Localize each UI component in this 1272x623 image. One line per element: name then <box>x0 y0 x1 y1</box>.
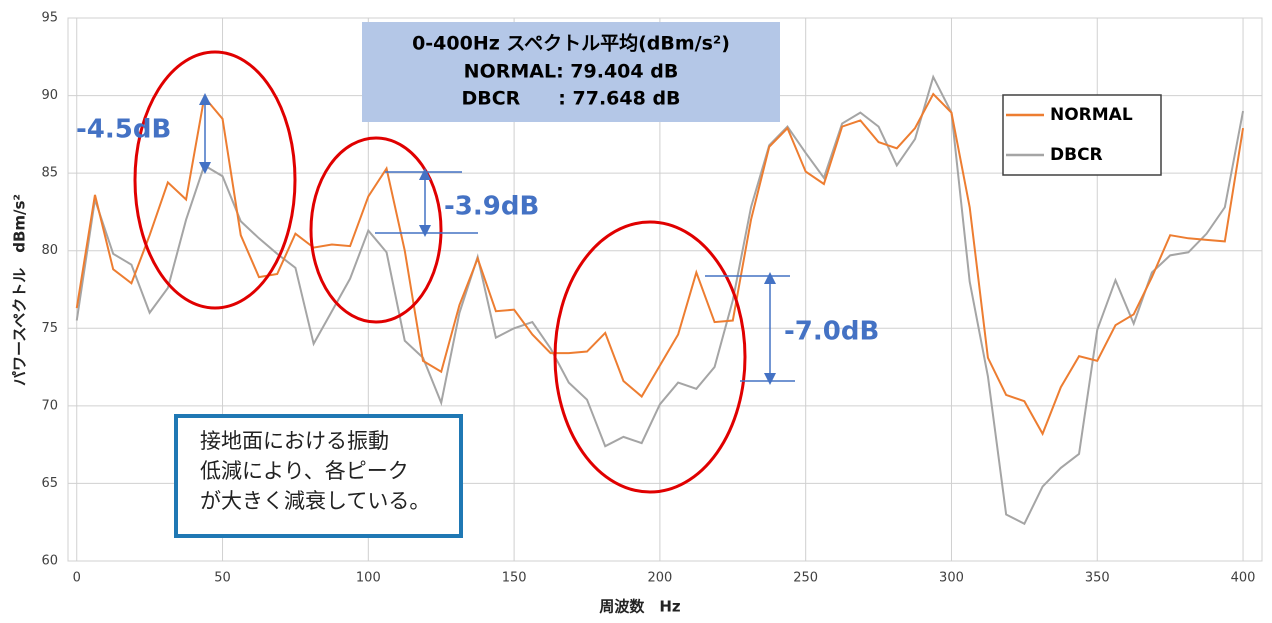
y-tick-label: 85 <box>41 166 58 181</box>
grid: 60 65 70 75 80 85 90 95 0 50 100 150 200 250 300 350 400 <box>41 11 1263 586</box>
series-line <box>75 74 1245 526</box>
highlight-ellipse <box>309 136 443 324</box>
x-tick-label: 0 <box>73 571 81 586</box>
series-line <box>75 92 1245 437</box>
x-tick-label: 400 <box>1231 571 1256 586</box>
legend-label: DBCR <box>1050 145 1103 165</box>
y-tick-label: 80 <box>41 243 58 258</box>
x-tick-label: 150 <box>502 571 527 586</box>
y-tick-label: 65 <box>41 476 58 491</box>
legend <box>1002 94 1162 176</box>
x-axis-label: 周波数 Hz <box>599 598 681 616</box>
comment-line: 低減により、各ピーク <box>200 459 409 483</box>
y-tick-label: 70 <box>41 398 58 413</box>
summary-normal: NORMAL: 79.404 dB <box>464 61 679 83</box>
comment-line: が大きく減衰している。 <box>200 489 430 513</box>
x-tick-label: 50 <box>214 571 231 586</box>
legend-entries: NORMAL DBCR <box>1006 105 1133 165</box>
highlight-ellipse <box>133 50 297 310</box>
summary-box <box>362 22 780 122</box>
plot <box>75 74 1245 526</box>
x-tick-label: 350 <box>1085 571 1110 586</box>
highlights <box>133 50 747 494</box>
diff-arrows <box>199 93 795 385</box>
diff-label: -3.9dB <box>444 192 539 222</box>
summary-dbcr: DBCR : 77.648 dB <box>461 88 680 110</box>
comment-box <box>174 414 463 538</box>
legend-label: NORMAL <box>1050 105 1133 125</box>
summary-title: 0-400Hz スペクトル平均(dBm/s²) <box>412 32 730 55</box>
y-tick-label: 90 <box>41 88 58 103</box>
plot-frame <box>67 17 1263 562</box>
x-tick-label: 200 <box>647 571 672 586</box>
y-tick-label: 95 <box>41 11 58 26</box>
diff-label: -4.5dB <box>76 115 171 145</box>
x-tick-label: 300 <box>939 571 964 586</box>
y-tick-label: 60 <box>41 554 58 569</box>
y-tick-label: 75 <box>41 321 58 336</box>
comment-line: 接地面における振動 <box>200 429 389 453</box>
diff-label: -7.0dB <box>784 317 879 347</box>
highlight-ellipse <box>553 220 747 494</box>
x-tick-label: 100 <box>356 571 381 586</box>
x-tick-label: 250 <box>793 571 818 586</box>
y-axis-label: パワースペクトル dBm/s² <box>11 194 29 386</box>
